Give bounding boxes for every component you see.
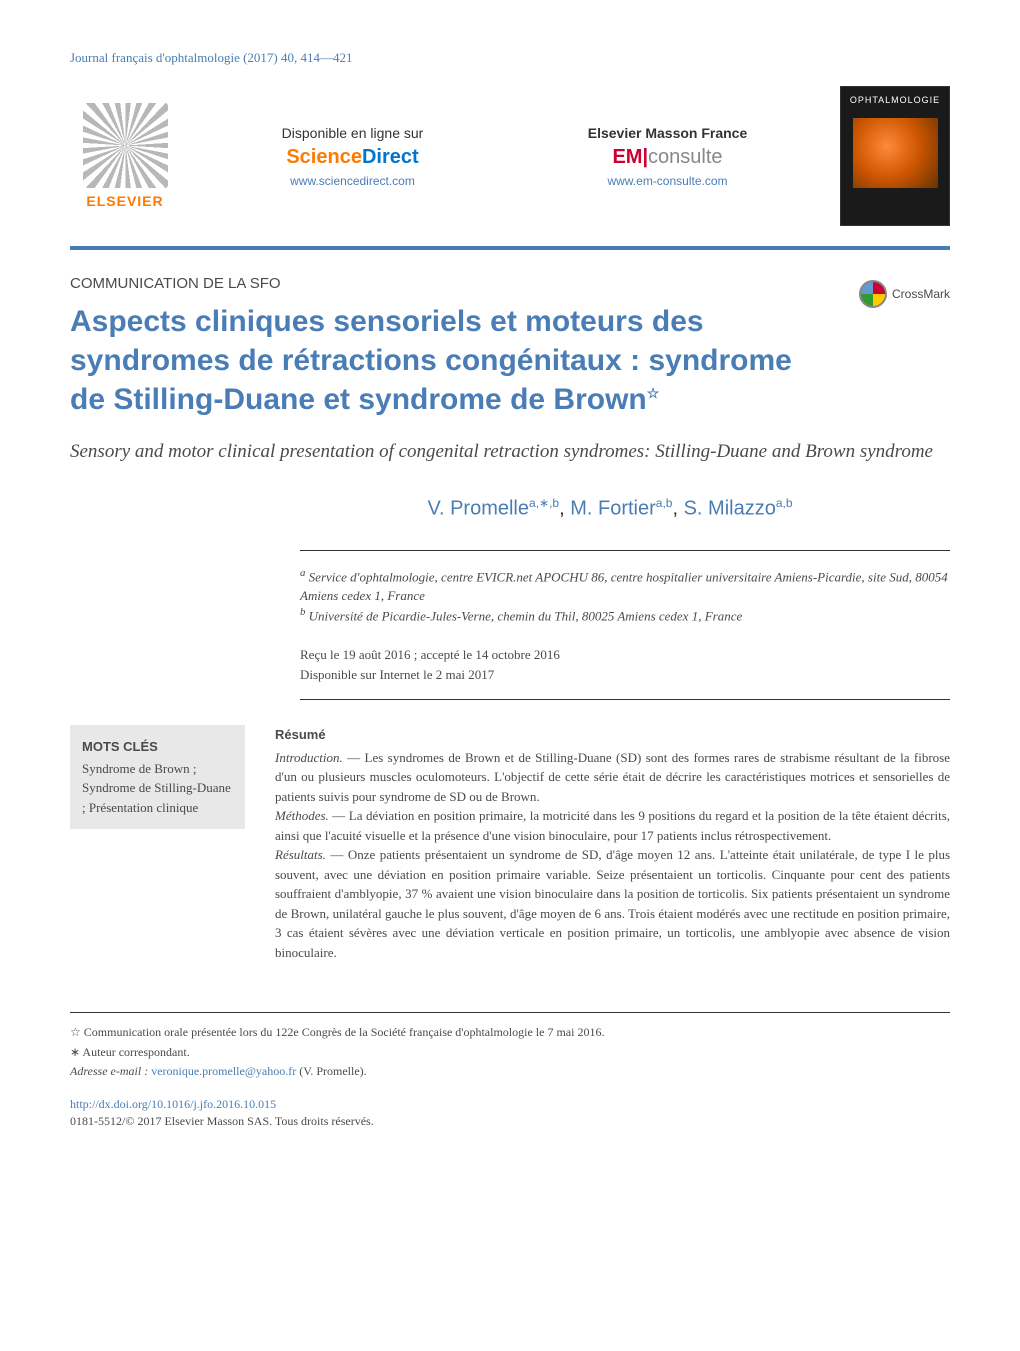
- em-consulte-url[interactable]: www.em-consulte.com: [525, 174, 810, 188]
- abstract-intro: Introduction. — Les syndromes de Brown e…: [275, 748, 950, 807]
- copyright: 0181-5512/© 2017 Elsevier Masson SAS. To…: [70, 1113, 950, 1130]
- footnotes: ☆ Communication orale présentée lors du …: [70, 1012, 950, 1081]
- cover-image: [853, 118, 938, 188]
- crossmark-icon: [859, 280, 887, 308]
- abstract: Résumé Introduction. — Les syndromes de …: [275, 725, 950, 962]
- footnote-presentation: ☆ Communication orale présentée lors du …: [70, 1023, 950, 1042]
- doi-block: http://dx.doi.org/10.1016/j.jfo.2016.10.…: [70, 1096, 950, 1130]
- author-2[interactable]: M. Fortier: [570, 497, 656, 519]
- journal-citation: Journal français d'ophtalmologie (2017) …: [70, 50, 950, 66]
- crossmark-label: CrossMark: [892, 287, 950, 301]
- sciencedirect-logo[interactable]: ScienceDirect: [210, 146, 495, 169]
- content-row: MOTS CLÉS Syndrome de Brown ; Syndrome d…: [70, 725, 950, 962]
- article-dates: Reçu le 19 août 2016 ; accepté le 14 oct…: [300, 645, 950, 700]
- keywords-text: Syndrome de Brown ; Syndrome de Stilling…: [82, 759, 233, 818]
- publisher-header: ELSEVIER Disponible en ligne sur Science…: [70, 86, 950, 250]
- article-subtitle: Sensory and motor clinical presentation …: [70, 439, 950, 466]
- elsevier-tree-icon: [83, 103, 168, 188]
- article-title: Aspects cliniques sensoriels et moteurs …: [70, 302, 950, 419]
- footnote-corresponding: ∗ Auteur correspondant.: [70, 1043, 950, 1062]
- footnote-email: Adresse e-mail : veronique.promelle@yaho…: [70, 1062, 950, 1081]
- keywords-title: MOTS CLÉS: [82, 737, 233, 757]
- section-label: COMMUNICATION DE LA SFO: [70, 275, 950, 292]
- authors-line: V. Promellea,∗,b, M. Fortiera,b, S. Mila…: [270, 496, 950, 521]
- available-online-label: Disponible en ligne sur: [210, 125, 495, 141]
- em-consulte-block: Elsevier Masson France EM|consulte www.e…: [525, 125, 810, 188]
- abstract-results: Résultats. — Onze patients présentaient …: [275, 845, 950, 962]
- doi-link[interactable]: http://dx.doi.org/10.1016/j.jfo.2016.10.…: [70, 1096, 950, 1113]
- author-3[interactable]: S. Milazzo: [684, 497, 776, 519]
- author-1[interactable]: V. Promelle: [427, 497, 529, 519]
- journal-cover: OPHTALMOLOGIE: [840, 86, 950, 226]
- cover-title: OPHTALMOLOGIE: [841, 87, 949, 113]
- em-consulte-logo[interactable]: EM|consulte: [525, 146, 810, 169]
- keywords-box: MOTS CLÉS Syndrome de Brown ; Syndrome d…: [70, 725, 245, 829]
- elsevier-logo: ELSEVIER: [70, 103, 180, 209]
- abstract-methods: Méthodes. — La déviation en position pri…: [275, 806, 950, 845]
- elsevier-label: ELSEVIER: [86, 193, 163, 209]
- email-link[interactable]: veronique.promelle@yahoo.fr: [151, 1064, 296, 1078]
- sciencedirect-block: Disponible en ligne sur ScienceDirect ww…: [210, 125, 495, 188]
- sciencedirect-url[interactable]: www.sciencedirect.com: [210, 174, 495, 188]
- elsevier-masson-label: Elsevier Masson France: [525, 125, 810, 141]
- abstract-title: Résumé: [275, 725, 950, 745]
- crossmark-badge[interactable]: CrossMark: [859, 280, 950, 308]
- affiliations: a Service d'ophtalmologie, centre EVICR.…: [300, 550, 950, 625]
